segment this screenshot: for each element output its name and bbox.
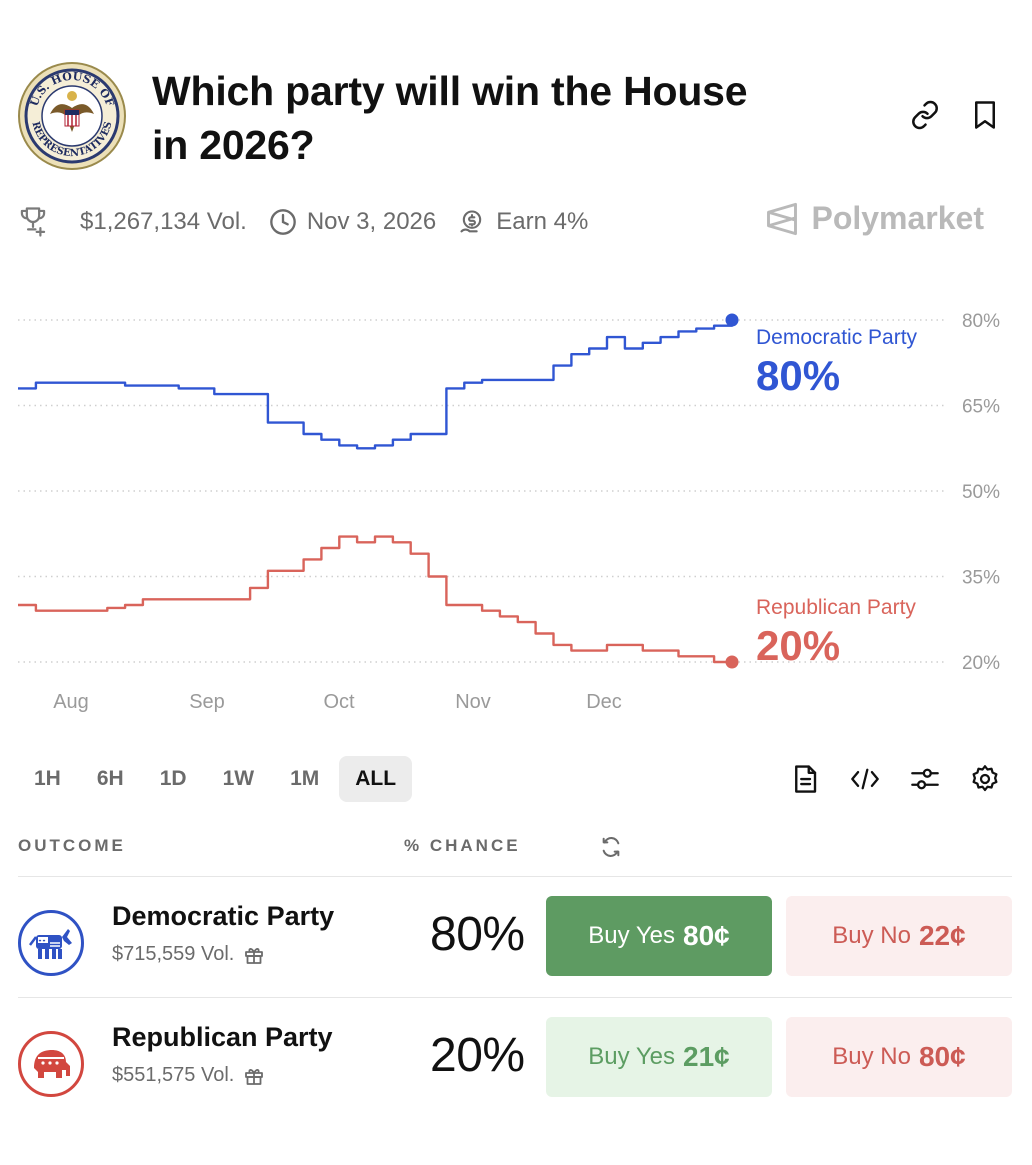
bookmark-icon[interactable] [968,98,1002,132]
x-tick-label: Dec [586,691,622,713]
democratic-donkey-icon [18,910,84,976]
series-line-democratic [18,320,734,450]
buy-yes-price: 80¢ [683,920,730,951]
buy-no-button[interactable]: Buy No 80¢ [786,1017,1012,1097]
outcome-name: Republican Party [112,1022,333,1052]
range-6h-button[interactable]: 6H [96,767,124,790]
market-meta: $1,267,134 Vol. Nov 3, 2026 Earn 4% Poly… [18,200,1014,244]
chart-tools [786,760,1016,798]
trophy-icon [18,206,58,238]
republican-elephant-icon [18,1031,84,1097]
link-icon[interactable] [908,98,942,132]
y-tick-label: 65% [962,397,1000,418]
buy-no-label: Buy No [832,922,911,949]
outcome-volume: $715,559 Vol. [112,943,264,966]
embed-code-icon[interactable] [846,760,884,798]
end-date: Nov 3, 2026 [269,208,436,236]
market-header: U.S. HOUSE OF REPRESENTATIVES Which part… [18,62,1014,172]
earn-rewards[interactable]: Earn 4% [458,208,588,236]
buy-yes-label: Buy Yes [588,1043,676,1070]
market-title: Which party will win the House in 2026? [152,68,748,168]
refresh-icon[interactable] [598,834,624,860]
series-name-label: Democratic Party [756,326,918,349]
polymarket-logo-icon [767,202,798,235]
buy-yes-button[interactable]: Buy Yes 80¢ [546,896,772,976]
outcome-volume-text: $551,575 Vol. [112,1064,235,1086]
gift-icon[interactable] [244,945,264,965]
buy-no-price: 80¢ [918,1041,966,1072]
outcome-chance: 20% [430,1029,525,1082]
x-tick-label: Sep [189,691,225,713]
buy-yes-button[interactable]: Buy Yes 21¢ [546,1017,772,1097]
outcome-name: Democratic Party [112,901,335,931]
polymarket-brand: Polymarket [765,200,984,237]
outcome-row-democratic[interactable]: Democratic Party $715,559 Vol. 80% Buy Y… [18,876,1012,996]
sliders-icon[interactable] [906,760,944,798]
buy-no-price: 22¢ [918,920,966,951]
range-1h-button[interactable]: 1H [34,767,61,790]
gift-icon[interactable] [244,1066,264,1086]
buy-no-button[interactable]: Buy No 22¢ [786,896,1012,976]
y-tick-label: 50% [962,482,1000,503]
end-date-text: Nov 3, 2026 [306,208,437,235]
volume-text: $1,267,134 Vol. [80,208,247,235]
x-tick-label: Oct [323,691,355,713]
document-icon[interactable] [786,760,824,798]
price-chart: 80% 65% 50% 35% 20% Aug Sep Oct Nov Dec Democratic… [0,290,1032,730]
chart-svg: 80% 65% 50% 35% 20% Aug Sep Oct Nov Dec Democratic… [18,311,1000,713]
time-range-selector: 1H 6H 1D 1W 1M ALL [18,755,416,803]
settings-gear-icon[interactable] [966,760,1004,798]
outcomes-table-header: OUTCOME % CHANCE [18,830,1012,860]
house-seal-icon: U.S. HOUSE OF REPRESENTATIVES [18,62,126,170]
outcome-volume-text: $715,559 Vol. [112,943,235,965]
earn-text: Earn 4% [496,208,589,235]
x-tick-label: Aug [53,691,89,713]
earn-coin-icon [460,210,482,233]
range-1m-button[interactable]: 1M [290,767,320,790]
buy-no-label: Buy No [832,1043,911,1070]
brand-name: Polymarket [811,200,984,236]
buy-yes-label: Buy Yes [588,922,676,949]
series-end-point [725,313,739,327]
series-line-republican [18,535,732,664]
x-tick-label: Nov [455,691,491,713]
outcome-chance: 80% [430,908,525,961]
y-tick-label: 80% [962,311,1000,332]
range-1d-button[interactable]: 1D [159,767,187,790]
range-1w-button[interactable]: 1W [222,767,255,790]
clock-icon [269,209,296,235]
series-value-label: 20% [756,622,840,669]
outcome-row-republican[interactable]: Republican Party $551,575 Vol. 20% Buy Y… [18,997,1012,1117]
series-name-label: Republican Party [756,596,916,619]
chance-column-header: % CHANCE [404,836,521,855]
y-tick-label: 20% [962,653,1000,674]
y-tick-label: 35% [962,568,1000,589]
outcome-volume: $551,575 Vol. [112,1064,264,1087]
series-end-point [725,655,739,669]
series-value-label: 80% [756,352,840,399]
outcome-column-header: OUTCOME [18,836,126,855]
buy-yes-price: 21¢ [683,1041,730,1072]
range-all-button[interactable]: ALL [339,756,413,802]
